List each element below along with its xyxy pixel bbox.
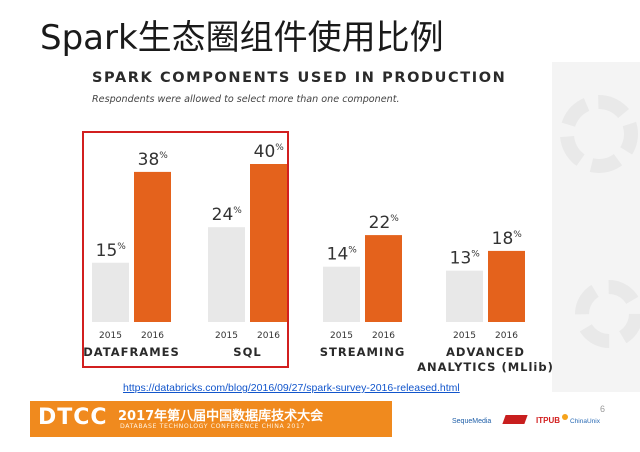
data-label: 22 [369,213,391,233]
data-label-suffix: % [159,151,168,161]
conference-title: 2017年第八届中国数据库技术大会 [118,409,324,424]
year-tick-label: 2016 [495,331,518,341]
category-label: ADVANCED [446,345,525,359]
year-tick-label: 2016 [372,331,395,341]
data-label-suffix: % [471,250,480,260]
sponsor-it168-logo [502,415,528,424]
data-label: 14 [327,245,349,265]
data-label: 18 [492,229,514,249]
source-link[interactable]: https://databricks.com/blog/2016/09/27/s… [123,382,460,394]
data-label: 24 [212,205,234,225]
year-tick-label: 2015 [99,331,122,341]
category-label: SQL [233,345,261,359]
year-tick-label: 2015 [215,331,238,341]
year-tick-label: 2016 [141,331,164,341]
bar-advanced-2015 [446,270,483,322]
category-label: DATAFRAMES [83,345,180,359]
sponsor-chinaunix: ChinaUnix [570,418,600,425]
year-tick-label: 2015 [453,331,476,341]
data-label-suffix: % [390,214,399,224]
data-label: 38 [138,150,160,170]
bar-sql-2016 [250,164,287,322]
data-label-suffix: % [117,242,126,252]
bar-streaming-2015 [323,266,360,322]
data-label-suffix: % [348,246,357,256]
footer-band [30,401,392,437]
data-label-suffix: % [513,230,522,240]
year-tick-label: 2016 [257,331,280,341]
slide-title: Spark生态圈组件使用比例 [40,18,444,58]
page-number: 6 [600,404,606,414]
sponsor-chinaunix-icon [562,414,568,420]
sponsor-itpub: ITPUB [536,416,560,425]
data-label-suffix: % [233,206,242,216]
data-label-suffix: % [275,143,284,153]
dtcc-logo: DTCC [38,405,108,430]
bar-dataframes-2015 [92,262,129,322]
chart-title: SPARK COMPONENTS USED IN PRODUCTION [92,70,507,86]
bar-streaming-2016 [365,235,402,322]
bar-advanced-2016 [488,250,525,322]
year-tick-label: 2015 [330,331,353,341]
category-label: ANALYTICS (MLlib) [417,360,554,374]
data-label: 15 [96,241,118,261]
data-label: 40 [254,142,276,162]
highlight-box [82,131,289,368]
data-label: 13 [450,249,472,269]
conference-subtitle: DATABASE TECHNOLOGY CONFERENCE CHINA 201… [120,423,306,430]
chart-subtitle: Respondents were allowed to select more … [92,94,400,105]
category-label: STREAMING [320,345,406,359]
bar-dataframes-2016 [134,171,171,322]
bar-sql-2015 [208,227,245,322]
sponsor-sequemedia: SequeMedia [452,418,492,425]
